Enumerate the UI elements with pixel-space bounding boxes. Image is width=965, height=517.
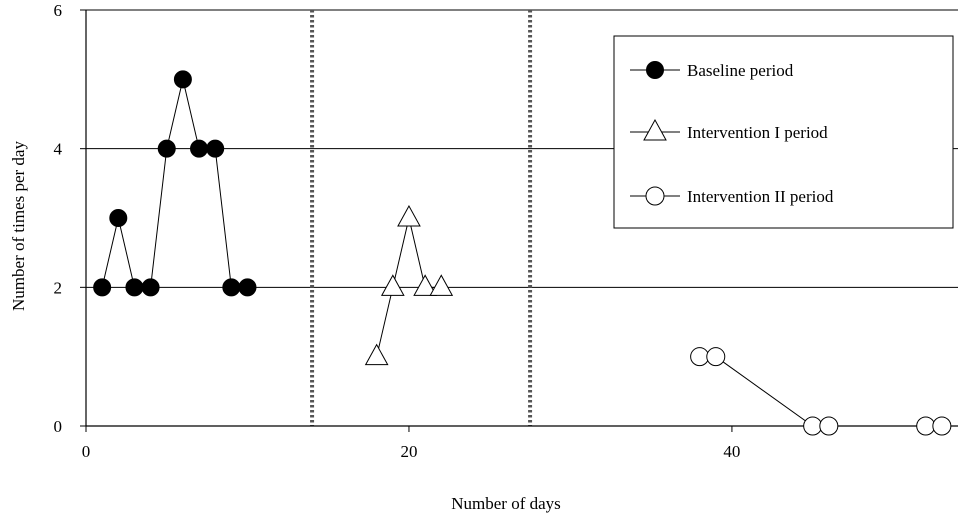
data-point-s1-9 bbox=[222, 278, 241, 297]
y-tick-label-6: 6 bbox=[54, 1, 63, 20]
data-point-s2-3 bbox=[397, 204, 421, 227]
series-2 bbox=[364, 204, 454, 366]
x-axis-label: Number of days bbox=[451, 494, 561, 513]
y-tick-label-0: 0 bbox=[54, 417, 63, 436]
x-tick-label-40: 40 bbox=[723, 442, 740, 461]
data-point-s3-5 bbox=[916, 416, 936, 436]
x-tick-label-20: 20 bbox=[400, 442, 417, 461]
data-point-s2-2 bbox=[380, 274, 405, 296]
data-point-s2-4 bbox=[413, 274, 437, 296]
data-point-s1-4 bbox=[141, 278, 160, 297]
series-3 bbox=[690, 347, 952, 436]
data-point-s1-7 bbox=[190, 139, 209, 158]
legend-marker-3 bbox=[645, 186, 665, 206]
data-series bbox=[93, 70, 952, 436]
phase-change-lines bbox=[310, 10, 533, 426]
data-point-s3-6 bbox=[932, 416, 952, 436]
series-line-1 bbox=[101, 79, 248, 288]
series-line-3 bbox=[699, 356, 942, 427]
legend: Baseline period Intervention I period Inte… bbox=[613, 35, 954, 229]
series-1 bbox=[93, 70, 257, 297]
data-point-s3-2 bbox=[706, 347, 726, 367]
legend-label-1: Baseline period bbox=[687, 61, 794, 80]
data-point-s3-3 bbox=[803, 416, 823, 436]
tick-labels: 0 20 40 0 2 4 6 bbox=[54, 1, 741, 461]
data-point-s1-6 bbox=[173, 70, 192, 89]
y-axis-label: Number of times per day bbox=[9, 141, 28, 311]
data-point-s1-1 bbox=[93, 278, 112, 297]
data-point-s1-8 bbox=[206, 139, 225, 158]
data-point-s3-1 bbox=[690, 347, 710, 367]
y-tick-label-2: 2 bbox=[54, 278, 63, 297]
data-point-s1-3 bbox=[125, 278, 144, 297]
x-tick-label-0: 0 bbox=[82, 442, 91, 461]
data-point-s1-2 bbox=[109, 209, 128, 227]
legend-marker-2 bbox=[643, 118, 667, 141]
data-point-s1-5 bbox=[157, 139, 176, 158]
y-tick-label-4: 4 bbox=[54, 140, 63, 159]
legend-marker-1 bbox=[646, 61, 664, 79]
data-point-s2-1 bbox=[364, 343, 389, 366]
data-point-s1-10 bbox=[238, 278, 257, 297]
data-point-s3-4 bbox=[819, 416, 839, 436]
legend-label-3: Intervention II period bbox=[687, 187, 834, 206]
data-point-s2-5 bbox=[429, 274, 454, 296]
legend-label-2: Intervention I period bbox=[687, 123, 828, 142]
